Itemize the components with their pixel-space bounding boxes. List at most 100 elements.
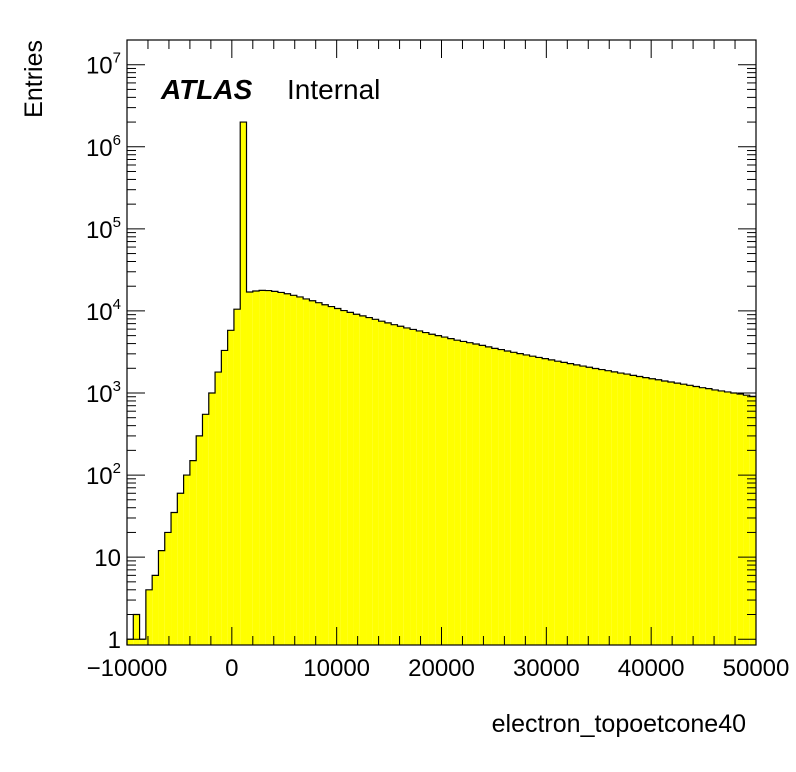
histogram-bar	[328, 306, 335, 645]
histogram-bar	[259, 290, 266, 645]
histogram-bar	[435, 335, 442, 645]
histogram-bar	[422, 332, 429, 645]
histogram-bar	[730, 392, 738, 645]
histogram-bar	[554, 361, 562, 645]
histogram-bar	[252, 290, 260, 645]
x-tick-label: 20000	[408, 655, 475, 682]
histogram-bar	[208, 392, 216, 645]
histogram-bar	[164, 532, 172, 645]
histogram-bar	[617, 373, 624, 645]
histogram-bar	[693, 386, 700, 645]
histogram-bar	[277, 292, 285, 645]
histogram-bar	[491, 348, 499, 645]
histogram-bar	[542, 358, 549, 645]
histogram-bar	[353, 314, 360, 645]
histogram-bar	[158, 550, 165, 645]
histogram-bar	[661, 380, 668, 645]
histogram-bar	[724, 391, 731, 645]
histogram-bar	[202, 414, 209, 645]
histogram-bar	[441, 337, 448, 645]
x-axis-title: electron_topoetcone40	[492, 710, 746, 738]
histogram-bar	[630, 375, 637, 645]
histogram-bar	[623, 374, 631, 645]
histogram-bar	[579, 366, 587, 645]
histogram-bar	[366, 317, 373, 645]
histogram-bar	[127, 639, 134, 645]
histogram-bar	[183, 475, 190, 645]
histogram-bars	[126, 121, 756, 646]
x-tick-label: 50000	[723, 655, 790, 682]
histogram-bar	[265, 290, 272, 645]
histogram-bar	[315, 302, 322, 645]
histogram-bar	[246, 292, 253, 645]
histogram-bar	[667, 382, 675, 645]
histogram-bar	[460, 341, 467, 645]
axis-ticks	[126, 39, 757, 645]
histogram-bar	[548, 359, 555, 645]
histogram-bar	[196, 435, 203, 645]
x-tick-label: −10000	[87, 655, 168, 682]
x-tick-label: 10000	[303, 655, 370, 682]
histogram-bar	[454, 340, 461, 645]
histogram-bar	[523, 354, 530, 645]
histogram-bar	[611, 371, 618, 645]
histogram-bar	[737, 394, 744, 645]
histogram-bar	[642, 377, 650, 645]
histogram-bar	[189, 460, 197, 645]
histogram-bar	[133, 614, 140, 645]
histogram-bar	[378, 321, 385, 645]
histogram-bar	[598, 369, 606, 645]
histogram-bar	[221, 350, 228, 645]
histogram-bar	[711, 389, 719, 645]
histogram-bar	[529, 356, 536, 645]
histogram-outline	[126, 121, 756, 645]
histogram-bar	[403, 327, 411, 645]
histogram-bar	[586, 367, 593, 645]
atlas-label: ATLAS	[160, 74, 253, 105]
histogram-bar	[271, 291, 278, 645]
histogram-bar	[227, 330, 234, 645]
histogram-bar	[749, 396, 756, 645]
histogram-bar	[592, 368, 599, 645]
histogram-bar	[290, 295, 297, 645]
histogram-bar	[636, 376, 643, 645]
histogram-bar	[321, 304, 329, 645]
histogram-bar	[674, 383, 681, 645]
histogram-bar	[410, 329, 417, 645]
y-tick-label: 105	[86, 214, 121, 244]
histogram-bar	[233, 309, 241, 645]
histogram-bar	[743, 395, 750, 645]
histogram-bar	[447, 338, 455, 645]
histogram-bar	[139, 639, 146, 645]
histogram-bar	[472, 344, 480, 645]
y-tick-label: 104	[86, 296, 121, 326]
histogram-bar	[384, 322, 392, 645]
histogram-bar	[397, 326, 404, 645]
y-tick-label: 106	[86, 132, 121, 162]
histogram-bar	[303, 298, 310, 645]
histogram-bar	[309, 300, 316, 645]
histogram-bar	[466, 342, 473, 645]
histogram-bar	[680, 384, 687, 645]
histogram-bar	[535, 357, 543, 645]
histogram-bar	[510, 352, 517, 645]
histogram-bar	[177, 493, 184, 645]
tick-labels: −10000 0 10000 20000 30000 40000 50000 1 10 102 10…	[86, 50, 789, 682]
y-tick-label: 107	[86, 50, 121, 80]
histogram-bar	[428, 334, 436, 645]
histogram-bar	[340, 310, 348, 645]
y-tick-label: 102	[86, 460, 121, 490]
histogram-bar	[284, 293, 291, 645]
y-tick-label: 103	[86, 378, 121, 408]
y-tick-label: 10	[94, 545, 121, 572]
histogram-bar	[655, 379, 662, 645]
histogram-bar	[516, 353, 524, 645]
histogram-bar	[485, 346, 492, 645]
x-tick-label: 40000	[618, 655, 685, 682]
histogram-bar	[605, 370, 612, 645]
histogram-bar	[567, 363, 574, 645]
histogram-bar	[686, 385, 694, 645]
histogram-bar	[296, 296, 304, 645]
histogram-bar	[573, 364, 580, 645]
